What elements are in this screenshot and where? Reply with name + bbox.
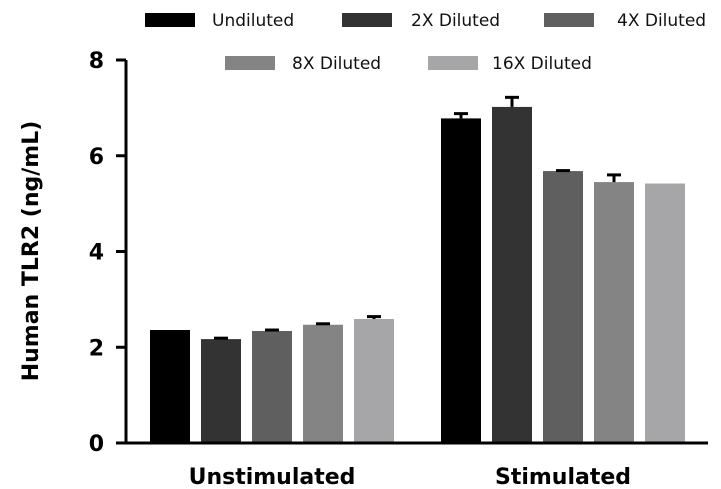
x-labels: Unstimulated Stimulated <box>189 465 631 489</box>
bar <box>594 182 634 444</box>
bar <box>201 339 241 443</box>
legend-label: 16X Diluted <box>492 54 592 74</box>
y-tick-label: 2 <box>89 336 104 361</box>
legend-label: Undiluted <box>212 11 294 31</box>
bar <box>441 118 481 443</box>
bar <box>252 330 292 443</box>
bar <box>354 319 394 443</box>
y-tick-label: 6 <box>89 145 104 170</box>
legend-swatch <box>342 13 392 27</box>
x-category-label: Stimulated <box>495 465 631 489</box>
bar <box>645 183 685 443</box>
legend-swatch <box>428 56 478 70</box>
bars <box>150 95 685 444</box>
bar <box>543 171 583 443</box>
legend-swatch <box>544 13 594 27</box>
x-category-label: Unstimulated <box>189 465 356 489</box>
legend-label: 4X Diluted <box>617 11 706 31</box>
bar <box>303 324 343 443</box>
legend-label: 8X Diluted <box>292 54 381 74</box>
legend-label: 2X Diluted <box>411 11 500 31</box>
legend-swatch <box>225 56 275 70</box>
bar <box>492 106 532 443</box>
legend: Undiluted 2X Diluted 4X Diluted 8X Diluted 1… <box>145 11 706 74</box>
bar <box>150 330 190 443</box>
y-tick-label: 0 <box>89 432 104 457</box>
y-tick-label: 4 <box>89 241 104 266</box>
y-tick-label: 8 <box>89 49 104 74</box>
legend-swatch <box>145 13 195 27</box>
y-axis-title: Human TLR2 (ng/mL) <box>19 121 44 382</box>
y-ticks: 0 2 4 6 8 <box>89 49 126 457</box>
